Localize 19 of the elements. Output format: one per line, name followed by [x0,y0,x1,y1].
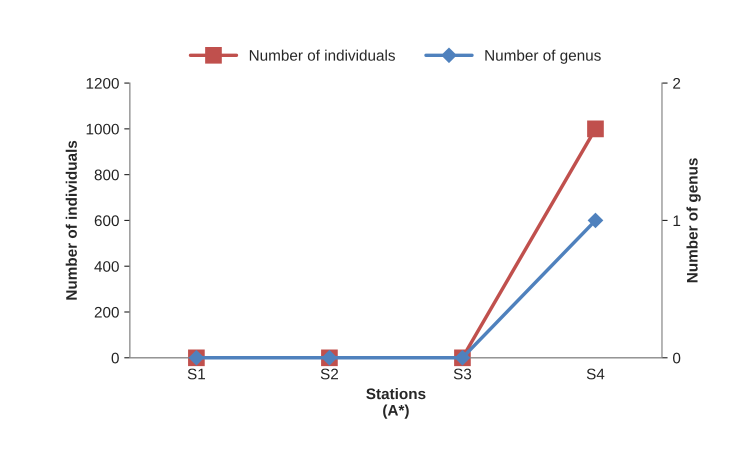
y2-tick-label: 1 [674,215,680,226]
y2-tick-label: 2 [673,78,680,89]
y2-axis-title: Number of genus [686,158,701,282]
y-tick-label: 1000 [86,124,119,135]
y2-tick-label: 0 [673,352,680,364]
y-tick-label: 1200 [86,78,119,89]
y-axis-title: Number of individuals [66,140,77,300]
x-axis-title: Stations (A*) [366,388,426,419]
y-tick-label: 800 [94,170,119,180]
x-tick-label: S1 [188,368,205,380]
y-tick-label: 600 [94,215,119,226]
y-tick-label: 400 [94,261,119,272]
x-tick-label: S3 [454,368,472,380]
x-tick-label: S4 [586,368,604,380]
y-tick-label: 200 [94,306,119,318]
legend-label: Number of individuals [250,50,395,61]
legend-label: Number of genus [485,50,601,64]
y-tick-label: 0 [112,352,119,364]
x-tick-label: S2 [320,368,338,380]
